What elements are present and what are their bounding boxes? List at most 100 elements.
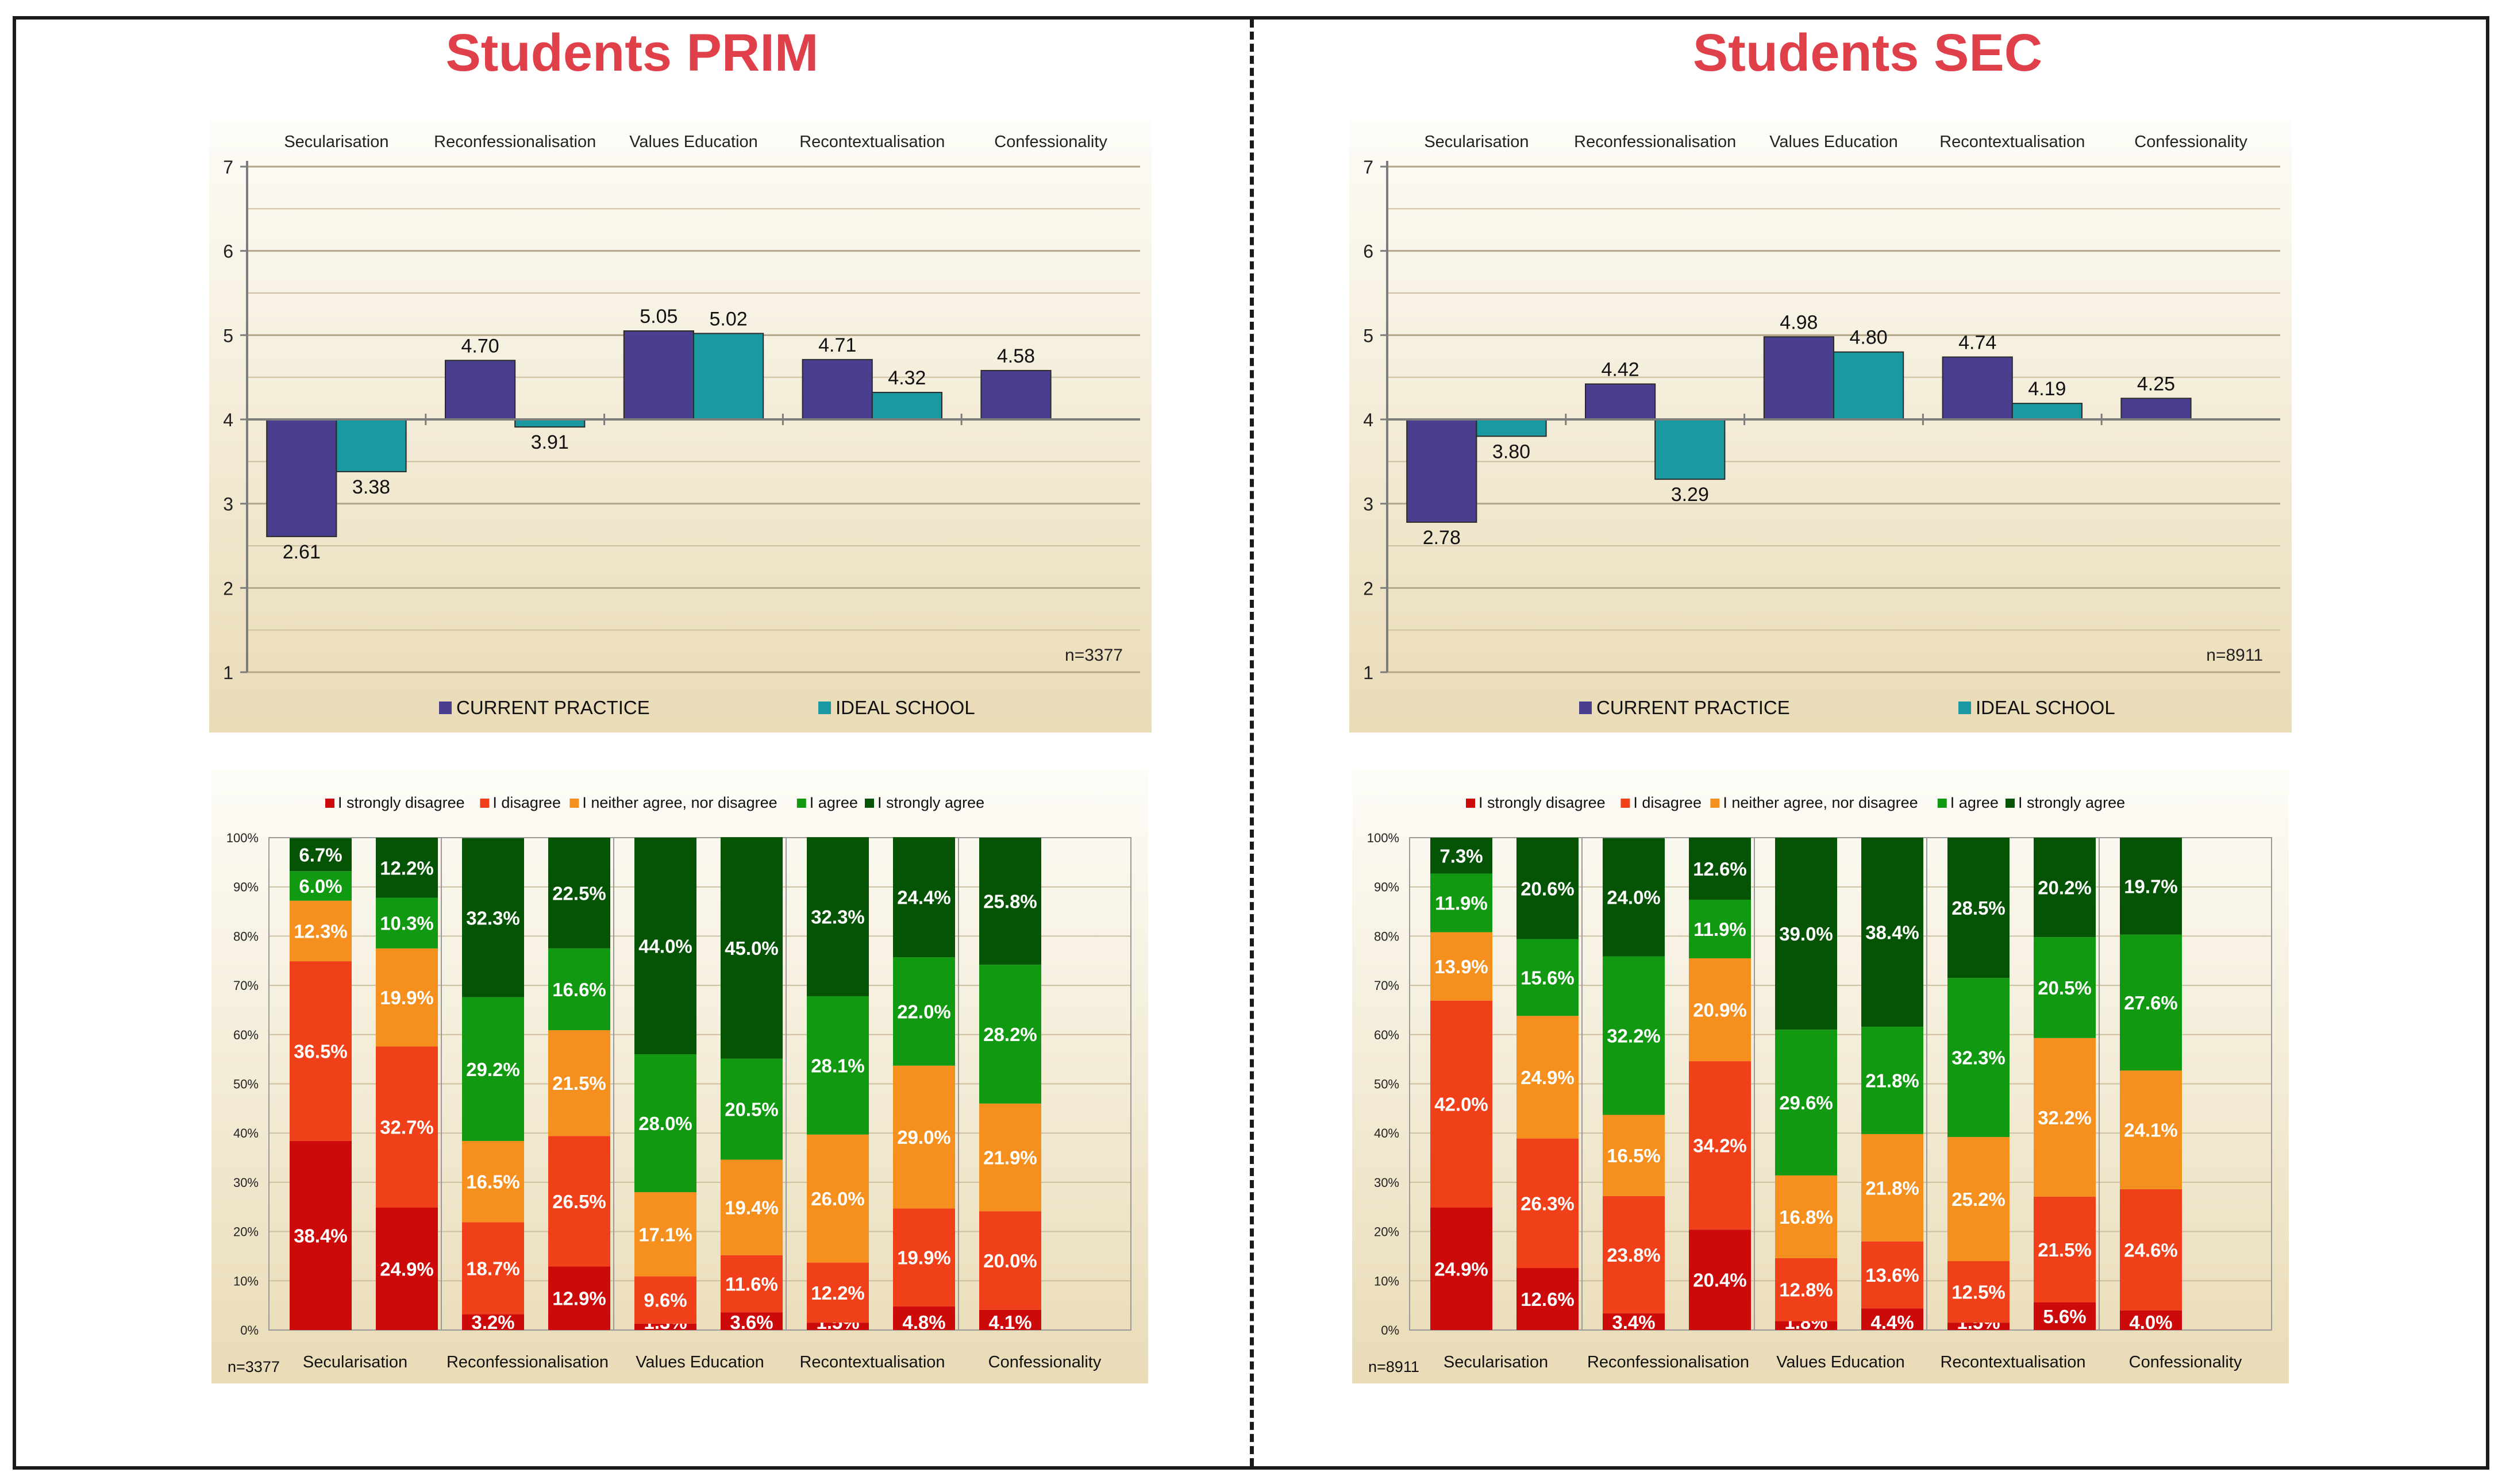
segment-value-label: 6.0% xyxy=(299,876,342,897)
stack-segment-confessionality-current-practice-i-disagree xyxy=(2120,1189,2182,1310)
bar-value-label: 4.58 xyxy=(997,345,1035,367)
figure-frame xyxy=(13,16,2489,1470)
legend-label: I disagree xyxy=(1633,794,1702,811)
stack-segment-recontextualisation-ideal-school-i-neither-agree-nor-disagree xyxy=(2034,1038,2096,1197)
stack-segment-values-education-ideal-school-i-strongly-disagree xyxy=(1861,1308,1923,1330)
stack-segment-values-education-ideal-school-i-strongly-agree xyxy=(1861,838,1923,1027)
stack-segment-values-education-ideal-school-i-strongly-agree xyxy=(721,837,783,1059)
stack-segment-values-education-current-practice-i-agree xyxy=(1775,1030,1837,1175)
segment-value-label: 20.9% xyxy=(1693,1000,1747,1021)
plot-frame xyxy=(1409,837,2272,1331)
segment-value-label: 7.3% xyxy=(1439,845,1483,866)
mean-bar-chart-sec: 1 2 3 4 5 6 7 Secularisation Reconfessionalisati… xyxy=(1349,121,2292,733)
y-tick-label: 10% xyxy=(1374,1274,1399,1288)
segment-value-label: 45.0% xyxy=(725,938,779,959)
bar-value-label: 4.80 xyxy=(1850,327,1888,349)
y-tick-label: 70% xyxy=(1374,978,1399,993)
stack-segment-reconfessionalisation-ideal-school-i-disagree xyxy=(548,1136,610,1267)
legend-swatch-i-strongly-agree xyxy=(2006,799,2015,808)
segment-value-label: 16.6% xyxy=(552,979,606,1000)
stack-segment-confessionality-current-practice-i-strongly-disagree xyxy=(2120,1310,2182,1330)
bar-value-label: 5.02 xyxy=(710,308,748,330)
legend-label: CURRENT PRACTICE xyxy=(456,697,650,718)
legend-swatch-i-neither-agree-nor-disagree xyxy=(569,799,579,808)
stack-segment-reconfessionalisation-ideal-school-i-strongly-agree xyxy=(548,838,610,949)
legend-label: I strongly agree xyxy=(2018,794,2125,811)
bar-value-label: 2.78 xyxy=(1423,527,1461,549)
stacked-bar-chart-prim: 0% 10% 20% 30% 40% 50% 60% 70% 80% 90% 100% I stron… xyxy=(211,770,1148,1383)
stack-segment-recontextualisation-current-practice-i-disagree xyxy=(1947,1261,2010,1323)
stack-segment-secularisation-ideal-school-i-disagree xyxy=(376,1046,438,1208)
segment-value-label: 28.5% xyxy=(1951,897,2006,919)
bar-value-label: 4.98 xyxy=(1780,311,1818,333)
bar-value-label: 3.91 xyxy=(531,431,569,453)
stack-segment-values-education-current-practice-i-strongly-agree xyxy=(1775,838,1837,1030)
segment-value-label: 28.0% xyxy=(638,1113,692,1134)
legend-swatch-i-disagree xyxy=(480,799,490,808)
stack-segment-recontextualisation-current-practice-i-strongly-agree xyxy=(1947,838,2010,978)
stack-segment-confessionality-current-practice-i-disagree xyxy=(979,1211,1041,1310)
legend-swatch-i-strongly-disagree xyxy=(325,799,334,808)
panel-divider xyxy=(1250,20,1254,1466)
segment-value-label: 32.3% xyxy=(811,907,865,928)
segment-value-label: 5.6% xyxy=(2043,1306,2086,1327)
segment-value-label: 12.2% xyxy=(380,857,434,878)
segment-value-label: 10.3% xyxy=(380,913,434,934)
segment-value-label: 13.6% xyxy=(1865,1265,1919,1286)
legend-swatch-i-strongly-agree xyxy=(865,799,874,808)
sample-size-label: n=3377 xyxy=(228,1358,280,1375)
legend-swatch-i-disagree xyxy=(1620,799,1630,808)
bar-current-practice-secularisation xyxy=(1406,419,1477,523)
stack-segment-secularisation-ideal-school-i-disagree xyxy=(1516,1138,1579,1269)
stack-segment-values-education-current-practice-i-strongly-disagree xyxy=(634,1323,696,1330)
group-label: Reconfessionalisation xyxy=(446,1353,609,1371)
stack-segment-confessionality-current-practice-i-agree xyxy=(979,965,1041,1104)
y-tick-label: 7 xyxy=(1363,157,1373,178)
y-tick-label: 7 xyxy=(223,157,233,178)
bar-current-practice-values-education xyxy=(623,330,695,420)
legend-swatch-i-agree xyxy=(1937,799,1947,808)
segment-value-label: 4.4% xyxy=(1870,1312,1914,1333)
stack-segment-confessionality-current-practice-i-strongly-agree xyxy=(979,838,1041,965)
stack-segment-recontextualisation-ideal-school-i-neither-agree-nor-disagree xyxy=(893,1065,955,1209)
stack-segment-secularisation-ideal-school-i-strongly-agree xyxy=(1516,838,1579,939)
segment-value-label: 42.0% xyxy=(1434,1094,1488,1115)
legend-label: CURRENT PRACTICE xyxy=(1596,697,1790,718)
y-tick-label: 3 xyxy=(223,494,233,515)
y-tick-label: 5 xyxy=(223,325,233,346)
stack-segment-recontextualisation-current-practice-i-strongly-agree xyxy=(807,837,869,996)
stack-segment-reconfessionalisation-current-practice-i-agree xyxy=(1603,956,1665,1115)
legend-label: I agree xyxy=(810,794,858,811)
y-tick-label: 100% xyxy=(226,831,259,845)
bar-value-label: 3.29 xyxy=(1671,484,1709,506)
y-tick-label: 6 xyxy=(223,241,233,262)
segment-value-label: 27.6% xyxy=(2124,992,2178,1013)
segment-value-label: 29.6% xyxy=(1779,1092,1833,1113)
bar-value-label: 4.32 xyxy=(888,367,926,389)
group-label: Confessionality xyxy=(2129,1353,2242,1371)
y-tick-label: 0% xyxy=(1381,1323,1399,1337)
category-label: Confessionality xyxy=(994,133,1107,151)
stack-segment-reconfessionalisation-ideal-school-i-agree xyxy=(1689,899,1751,958)
y-tick-label: 6 xyxy=(1363,241,1373,262)
bar-value-label: 3.38 xyxy=(352,476,390,498)
segment-value-label: 11.6% xyxy=(725,1273,778,1294)
y-tick-label: 4 xyxy=(223,410,233,430)
segment-value-label: 12.3% xyxy=(294,920,348,942)
segment-value-label: 3.4% xyxy=(1612,1312,1655,1333)
bar-value-label: 5.05 xyxy=(640,306,678,327)
segment-value-label: 12.5% xyxy=(1951,1282,2006,1303)
segment-value-label: 24.9% xyxy=(1521,1067,1575,1088)
y-tick-label: 5 xyxy=(1363,325,1373,346)
stack-segment-values-education-ideal-school-i-strongly-disagree xyxy=(721,1312,783,1330)
bar-ideal-school-recontextualisation xyxy=(871,392,943,421)
bar-current-practice-recontextualisation xyxy=(1942,356,2013,421)
segment-value-label: 4.0% xyxy=(2129,1312,2172,1333)
legend-swatch-i-agree xyxy=(796,799,806,808)
segment-value-label: 21.9% xyxy=(983,1147,1037,1169)
segment-value-label: 20.4% xyxy=(1693,1270,1747,1291)
legend-swatch-ideal-school xyxy=(1958,701,1971,714)
segment-value-label: 26.3% xyxy=(1521,1193,1575,1214)
stack-segment-secularisation-ideal-school-i-strongly-disagree xyxy=(1516,1268,1579,1330)
segment-value-label: 3.6% xyxy=(730,1312,773,1333)
